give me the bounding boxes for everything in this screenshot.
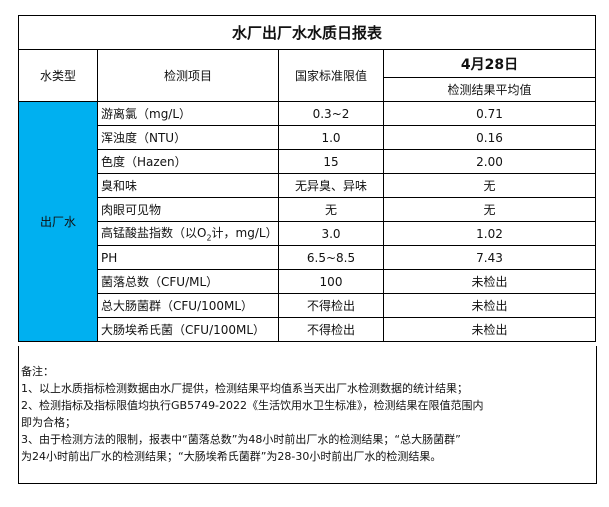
notes-box: 备注： 1、以上水质指标检测数据由水厂提供，检测结果平均值系当天出厂水检测数据的… xyxy=(18,346,597,484)
result-cell: 未检出 xyxy=(382,317,597,342)
standard-cell: 无异臭、异味 xyxy=(278,173,384,198)
note-line: 1、以上水质指标检测数据由水厂提供，检测结果平均值系当天出厂水检测数据的统计结果… xyxy=(21,382,468,395)
result-cell: 1.02 xyxy=(382,221,597,246)
result-cell: 未检出 xyxy=(382,269,597,294)
result-cell: 无 xyxy=(382,173,597,198)
item-cell: 浑浊度（NTU） xyxy=(97,125,279,150)
header-standard: 国家标准限值 xyxy=(278,49,384,102)
result-cell: 未检出 xyxy=(382,293,597,318)
report-table: 水厂出厂水水质日报表 水类型 检测项目 国家标准限值 4月28日 检测结果平均值… xyxy=(17,15,597,342)
note-line: 为24小时前出厂水的检测结果；“大肠埃希氏菌群”为28-30小时前出厂水的检测结… xyxy=(21,450,442,463)
header-item: 检测项目 xyxy=(97,49,279,102)
item-text: 高锰酸盐指数（以O xyxy=(101,226,207,241)
standard-cell: 15 xyxy=(278,149,384,174)
item-cell: 总大肠菌群（CFU/100ML） xyxy=(97,293,279,318)
note-line: 2、检测指标及指标限值均执行GB5749-2022《生活饮用水卫生标准》，检测结… xyxy=(21,399,484,412)
item-cell: 大肠埃希氏菌（CFU/100ML） xyxy=(97,317,279,342)
result-cell: 2.00 xyxy=(382,149,597,174)
item-cell: 高锰酸盐指数（以O2计，mg/L） xyxy=(97,221,279,246)
standard-cell: 100 xyxy=(278,269,384,294)
result-cell: 无 xyxy=(382,197,597,222)
result-cell: 0.16 xyxy=(382,125,597,150)
item-cell: 色度（Hazen） xyxy=(97,149,279,174)
item-cell: PH xyxy=(97,245,279,270)
header-water-type: 水类型 xyxy=(18,49,98,102)
standard-cell: 6.5~8.5 xyxy=(278,245,384,270)
item-cell: 臭和味 xyxy=(97,173,279,198)
result-cell: 7.43 xyxy=(382,245,597,270)
note-line: 即为合格； xyxy=(21,416,76,429)
standard-cell: 不得检出 xyxy=(278,293,384,318)
standard-cell: 3.0 xyxy=(278,221,384,246)
note-line: 3、由于检测方法的限制，报表中“菌落总数”为48小时前出厂水的检测结果；“总大肠… xyxy=(21,433,461,446)
standard-cell: 不得检出 xyxy=(278,317,384,342)
item-cell: 游离氯（mg/L） xyxy=(97,101,279,126)
item-text: 计，mg/L） xyxy=(211,226,278,241)
standard-cell: 无 xyxy=(278,197,384,222)
item-subscript: 2 xyxy=(206,233,212,243)
result-cell: 0.71 xyxy=(382,101,597,126)
item-cell: 菌落总数（CFU/ML） xyxy=(97,269,279,294)
item-cell: 肉眼可见物 xyxy=(97,197,279,222)
header-result: 检测结果平均值 xyxy=(382,77,597,102)
standard-cell: 0.3~2 xyxy=(278,101,384,126)
water-type-cell: 出厂水 xyxy=(18,101,98,342)
header-date: 4月28日 xyxy=(382,49,597,78)
standard-cell: 1.0 xyxy=(278,125,384,150)
notes-heading: 备注： xyxy=(21,365,54,378)
report-title: 水厂出厂水水质日报表 xyxy=(17,15,597,50)
